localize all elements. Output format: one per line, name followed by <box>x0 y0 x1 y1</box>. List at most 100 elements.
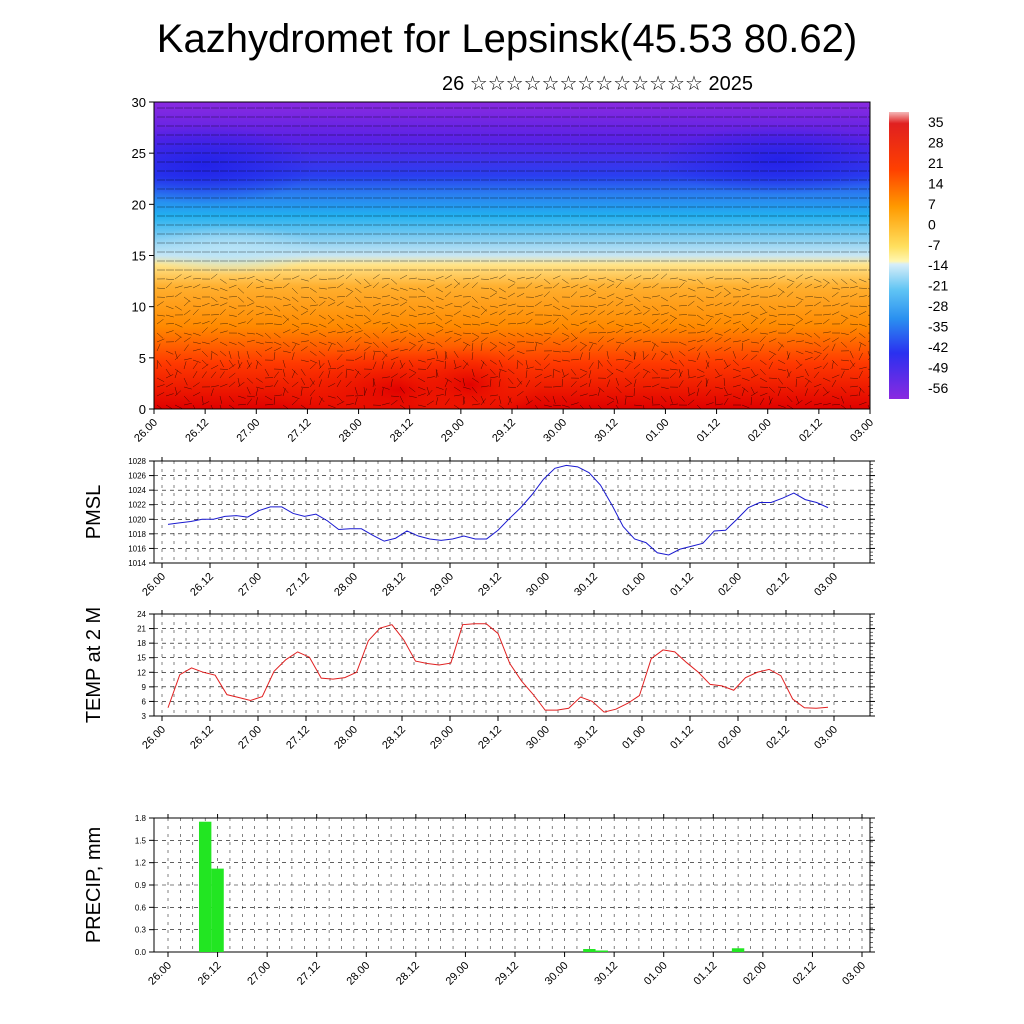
wind-barb <box>228 314 237 317</box>
wind-barb <box>588 278 597 281</box>
wind-barb <box>633 296 641 303</box>
wind-barb <box>354 370 360 379</box>
wind-barb <box>183 344 189 352</box>
wind-barb <box>660 404 666 409</box>
wind-barb <box>390 278 398 285</box>
wind-barb <box>444 330 453 334</box>
wind-barb <box>777 323 786 326</box>
wind-barb <box>372 361 377 370</box>
y-axis-title: TEMP at 2 M <box>83 607 105 723</box>
colorbar-label: -7 <box>928 237 941 253</box>
wind-barb <box>588 341 597 345</box>
wind-barb <box>354 296 361 303</box>
wind-barb <box>768 354 775 361</box>
wind-barb <box>237 403 246 406</box>
colorbar: 35 28 21 14 7 0 -7 -14 -21 -28 -35 -42 -49 -56 <box>889 112 948 399</box>
wind-barb <box>525 379 531 388</box>
x-tick-label: 26.12 <box>183 417 211 445</box>
wind-barb <box>759 397 765 406</box>
wind-barb <box>210 388 214 397</box>
wind-barb <box>336 353 343 361</box>
y-tick-label: 1.2 <box>135 859 147 868</box>
wind-barb <box>192 348 201 352</box>
wind-barb <box>219 323 228 325</box>
wind-barb <box>858 332 866 339</box>
wind-barb <box>174 292 182 298</box>
wind-barb <box>624 287 633 290</box>
wind-barb <box>165 374 174 379</box>
wind-barb <box>552 386 561 388</box>
wind-barb <box>858 386 865 394</box>
wind-barb <box>642 310 650 316</box>
wind-barb <box>291 344 297 352</box>
wind-barb <box>507 292 516 298</box>
wind-barb <box>300 377 306 386</box>
wind-barb <box>606 395 615 400</box>
wind-barb <box>570 381 577 388</box>
wind-barb <box>228 284 237 289</box>
wind-barb <box>867 304 870 307</box>
x-tick-label: 26.00 <box>132 417 160 445</box>
wind-barb <box>669 277 678 280</box>
wind-barb <box>795 314 803 320</box>
wind-barb <box>696 339 705 343</box>
wind-barb <box>246 296 254 302</box>
wind-barb <box>471 377 479 383</box>
wind-barb <box>525 400 533 406</box>
wind-barb <box>228 305 237 310</box>
wind-barb <box>633 371 640 379</box>
wind-barb <box>552 327 560 334</box>
wind-barb <box>768 350 777 355</box>
wind-barb <box>723 287 731 294</box>
wind-barb <box>750 327 758 334</box>
wind-barb <box>183 300 191 307</box>
wind-barb <box>804 377 812 383</box>
colorbar-label: 0 <box>928 216 936 232</box>
wind-barb <box>723 377 726 386</box>
wind-barb <box>570 284 579 289</box>
x-tick-label: 02.00 <box>716 571 744 599</box>
wind-barb <box>615 344 621 352</box>
wind-barb <box>813 296 822 298</box>
wind-barb <box>210 318 217 325</box>
wind-barb <box>237 310 245 316</box>
wind-barb <box>750 354 758 361</box>
wind-barb <box>156 314 165 317</box>
wind-barb <box>777 368 786 372</box>
wind-barb <box>462 323 471 326</box>
wind-barb <box>858 352 863 361</box>
wind-barb <box>642 354 649 361</box>
wind-barb <box>426 358 435 361</box>
wind-barb <box>660 341 669 343</box>
wind-barb <box>642 350 645 359</box>
wind-barb <box>372 296 381 300</box>
wind-barb <box>228 341 237 345</box>
precip-bar <box>198 821 212 952</box>
wind-barb <box>318 278 327 281</box>
wind-barb <box>219 341 228 346</box>
wind-barb <box>498 287 506 293</box>
wind-barb <box>444 352 447 361</box>
series-line <box>167 464 829 556</box>
wind-barb <box>750 303 759 307</box>
wind-barb <box>543 336 551 343</box>
wind-barb <box>525 276 534 280</box>
wind-barb <box>381 361 385 370</box>
wind-barb <box>714 403 723 406</box>
wind-barb <box>795 296 804 301</box>
wind-barb <box>390 323 398 330</box>
wind-barb <box>795 363 803 370</box>
wind-barb <box>345 273 353 280</box>
y-tick-label: 1.5 <box>135 836 147 845</box>
wind-barb <box>309 363 317 370</box>
wind-barb <box>480 296 489 300</box>
wind-barb <box>282 329 291 334</box>
wind-barb <box>705 402 714 406</box>
wind-barb <box>327 404 336 409</box>
x-tick-label: 02.12 <box>764 724 792 752</box>
wind-barb <box>723 359 729 368</box>
wind-barb <box>705 318 712 325</box>
wind-barb <box>426 332 435 337</box>
wind-barb <box>570 332 577 339</box>
wind-barb <box>327 302 336 307</box>
